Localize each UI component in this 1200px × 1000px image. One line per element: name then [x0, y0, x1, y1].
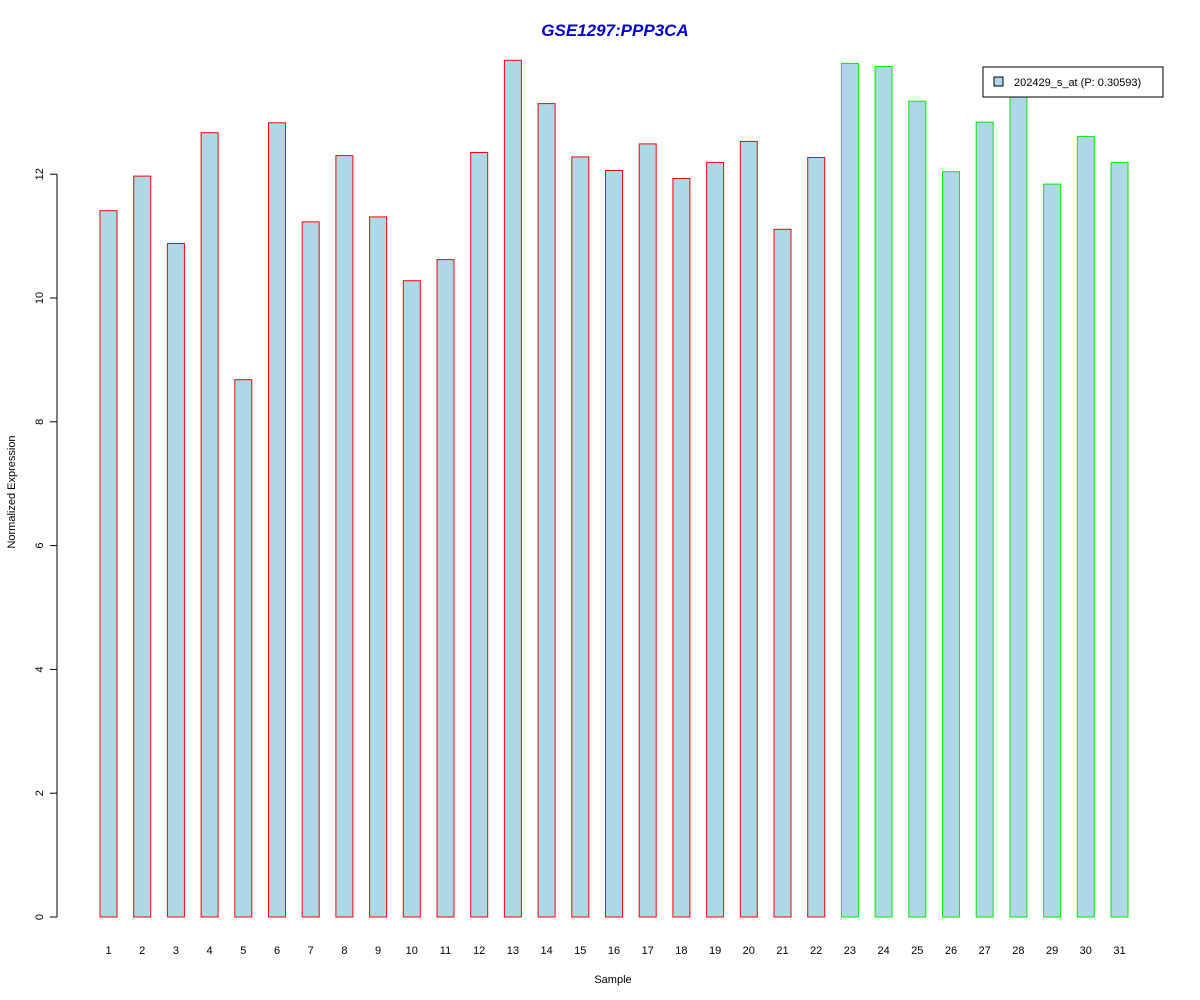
- x-axis-title: Sample: [594, 974, 631, 986]
- bar-sample-17: [638, 143, 657, 918]
- chart-title: GSE1297:PPP3CA: [541, 21, 688, 40]
- y-axis-title: Normalized Expression: [6, 435, 18, 548]
- bar-sample-9: [369, 216, 388, 918]
- x-tick-label: 9: [375, 945, 381, 957]
- legend-label: 202429_s_at (P: 0.30593): [1014, 77, 1141, 89]
- bar-sample-3: [166, 243, 185, 918]
- bar-sample-16: [605, 170, 623, 918]
- bar-sample-31: [1110, 161, 1129, 918]
- x-tick-label: 4: [207, 945, 213, 957]
- bar-sample-25: [908, 100, 927, 918]
- x-tick-label: 26: [945, 945, 957, 957]
- x-tick-label: 2: [139, 945, 145, 957]
- x-tick-label: 17: [642, 945, 654, 957]
- x-tick-label: 12: [473, 945, 485, 957]
- bar-sample-11: [436, 259, 455, 918]
- bar-sample-18: [672, 178, 691, 918]
- bar-sample-7: [301, 221, 320, 918]
- x-tick-label: 27: [979, 945, 991, 957]
- bar-sample-4: [200, 132, 219, 918]
- x-tick-label: 22: [810, 945, 822, 957]
- x-tick-label: 18: [675, 945, 687, 957]
- bar-sample-10: [402, 280, 421, 918]
- x-tick-label: 30: [1080, 945, 1092, 957]
- bar-sample-2: [133, 175, 152, 918]
- x-tick-label: 7: [308, 945, 314, 957]
- x-tick-label: 28: [1012, 945, 1024, 957]
- bar-sample-6: [268, 122, 286, 918]
- bar-sample-24: [874, 66, 893, 918]
- bar-sample-22: [807, 157, 826, 918]
- y-tick-label: 10: [34, 292, 46, 304]
- y-tick-label: 6: [34, 543, 46, 549]
- y-tick-label: 0: [34, 914, 46, 920]
- bar-sample-30: [1076, 135, 1095, 918]
- y-tick-label: 2: [34, 790, 46, 796]
- legend-swatch: [993, 76, 1004, 87]
- bar-sample-19: [706, 161, 725, 918]
- x-tick-label: 11: [440, 945, 451, 957]
- bar-sample-20: [739, 140, 758, 918]
- bar-sample-23: [840, 62, 859, 918]
- x-tick-label: 16: [608, 945, 620, 957]
- y-tick-label: 12: [34, 168, 46, 180]
- x-tick-label: 24: [877, 945, 889, 957]
- bar-sample-5: [234, 379, 253, 918]
- bars: [99, 59, 1129, 918]
- bar-sample-26: [942, 171, 960, 918]
- y-tick-label: 8: [34, 419, 46, 425]
- bar-sample-27: [975, 121, 994, 918]
- bar-sample-15: [571, 156, 590, 918]
- x-tick-label: 6: [274, 945, 280, 957]
- bar-sample-28: [1009, 92, 1028, 918]
- x-tick-label: 3: [173, 945, 179, 957]
- legend-box: [982, 66, 1164, 98]
- bar-sample-29: [1043, 183, 1062, 918]
- x-tick-label: 1: [105, 945, 111, 957]
- x-tick-label: 25: [911, 945, 923, 957]
- x-tick-label: 23: [844, 945, 856, 957]
- x-tick-label: 15: [574, 945, 586, 957]
- bar-sample-8: [335, 155, 354, 918]
- y-axis: 0 2 4 6 8 10 12: [34, 168, 58, 920]
- x-tick-label: 8: [341, 945, 347, 957]
- x-tick-label: 14: [540, 945, 552, 957]
- x-axis-labels: 1 2 3 4 5 6 7 8 9 10 11 12 13 14 15 16 17 18 19 20 21 22 23 24 2…: [105, 945, 1125, 957]
- x-tick-label: 10: [406, 945, 418, 957]
- bar-sample-21: [773, 228, 792, 918]
- x-tick-label: 21: [776, 945, 788, 957]
- bar-sample-1: [99, 210, 118, 918]
- x-tick-label: 5: [240, 945, 246, 957]
- x-tick-label: 20: [743, 945, 755, 957]
- x-tick-label: 29: [1046, 945, 1058, 957]
- x-tick-label: 13: [507, 945, 519, 957]
- x-tick-label: 31: [1113, 945, 1125, 957]
- legend: 202429_s_at (P: 0.30593): [982, 66, 1164, 98]
- bar-sample-14: [537, 103, 556, 918]
- bar-sample-12: [470, 152, 489, 918]
- x-tick-label: 19: [709, 945, 721, 957]
- y-tick-label: 4: [34, 666, 46, 672]
- bar-sample-13: [503, 59, 522, 918]
